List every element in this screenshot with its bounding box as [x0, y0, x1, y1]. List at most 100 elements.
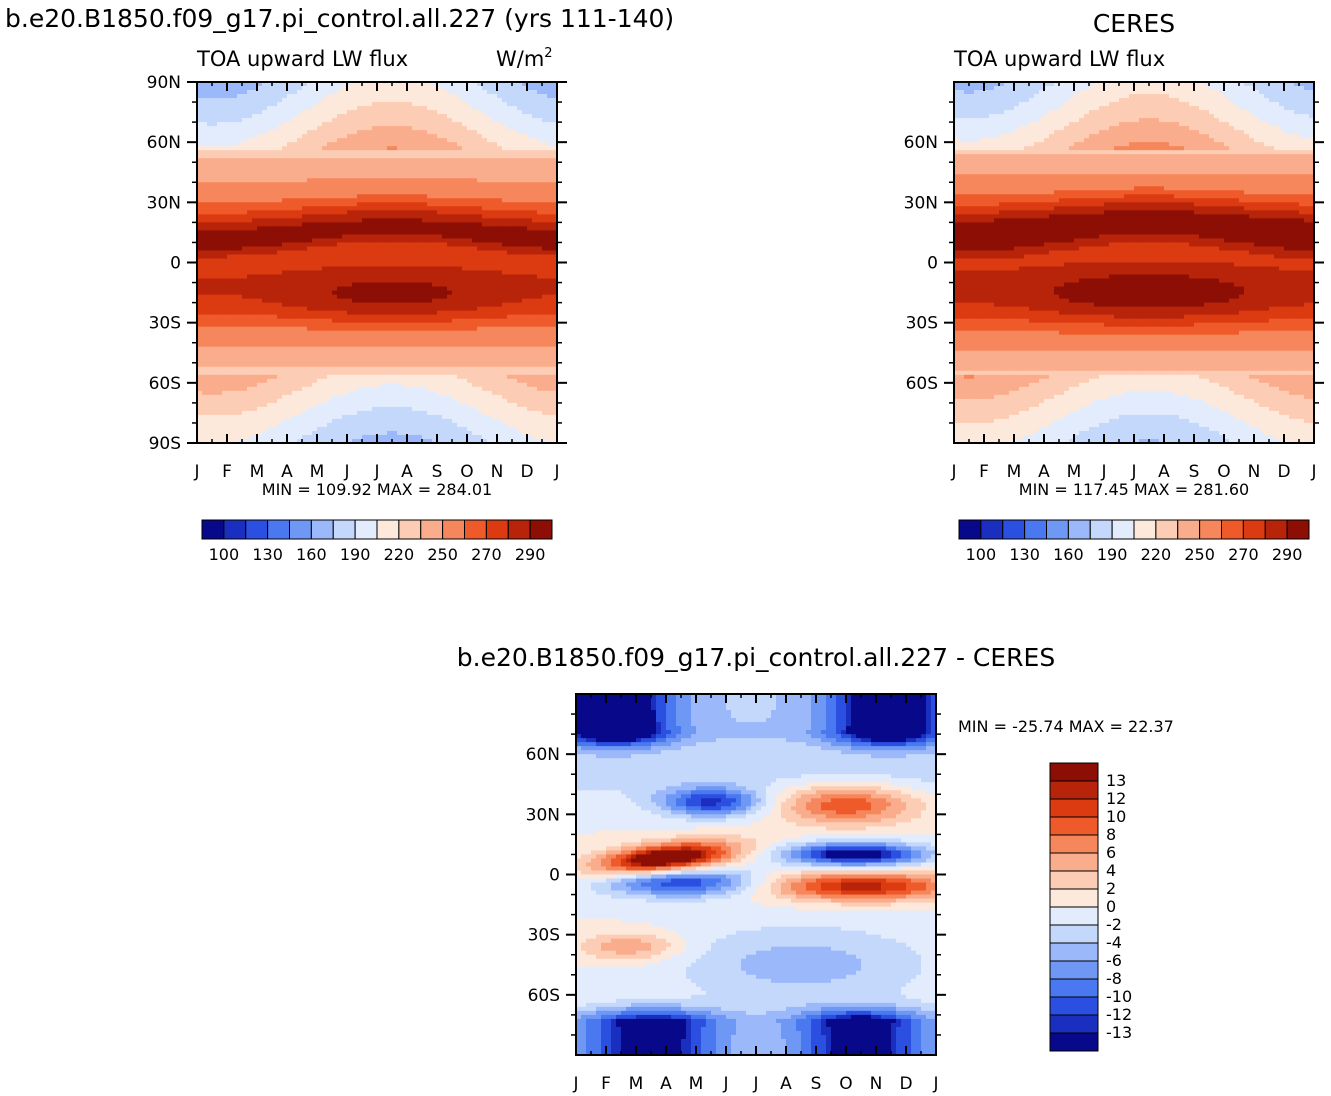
heatmap-cell [232, 142, 238, 147]
heatmap-cell [322, 230, 328, 236]
heatmap-cell [267, 106, 273, 111]
heatmap-cell [322, 158, 328, 163]
heatmap-cell [422, 234, 428, 240]
heatmap-cell [422, 346, 428, 352]
heatmap-cell [412, 350, 418, 356]
heatmap-cell [432, 342, 438, 348]
heatmap-cell [412, 254, 418, 260]
heatmap-cell [352, 206, 358, 211]
heatmap-cell [472, 110, 478, 115]
heatmap-cell [217, 286, 223, 292]
heatmap-cell [342, 330, 348, 336]
heatmap-cell [337, 282, 343, 288]
heatmap-cell [377, 86, 383, 91]
heatmap-cell [387, 210, 393, 215]
heatmap-cell [277, 294, 283, 300]
heatmap-cell [292, 118, 298, 123]
heatmap-cell [332, 178, 338, 183]
heatmap-cell [442, 126, 448, 131]
heatmap-cell [342, 182, 348, 187]
heatmap-cell [267, 350, 273, 356]
heatmap-cell [512, 282, 518, 288]
heatmap-cell [277, 138, 283, 143]
heatmap-cell [512, 350, 518, 356]
heatmap-cell [322, 134, 328, 139]
heatmap-cell [527, 274, 533, 280]
heatmap-cell [447, 290, 453, 296]
heatmap-cell [442, 266, 448, 272]
heatmap-cell [482, 94, 488, 99]
heatmap-cell [232, 186, 238, 191]
heatmap-cell [462, 170, 468, 175]
heatmap-cell [252, 326, 258, 332]
heatmap-cell [447, 346, 453, 352]
heatmap-cell [447, 238, 453, 244]
heatmap-cell [352, 150, 358, 155]
heatmap-cell [347, 302, 353, 308]
heatmap-cell [512, 330, 518, 336]
heatmap-cell [297, 82, 303, 87]
heatmap-cell [542, 242, 548, 248]
heatmap-cell [292, 326, 298, 332]
heatmap-cell [382, 226, 388, 232]
heatmap-cell [502, 122, 508, 127]
heatmap-cell [332, 298, 338, 304]
heatmap-cell [522, 134, 528, 139]
heatmap-cell [262, 138, 268, 143]
heatmap-cell [262, 242, 268, 248]
heatmap-cell [197, 234, 203, 240]
heatmap-cell [222, 302, 228, 308]
heatmap-cell [447, 110, 453, 115]
heatmap-cell [502, 322, 508, 328]
heatmap-cell [417, 206, 423, 211]
heatmap-cell [407, 270, 413, 276]
heatmap-cell [297, 274, 303, 280]
heatmap-cell [412, 118, 418, 123]
heatmap-cell [287, 282, 293, 288]
heatmap-cell [397, 158, 403, 163]
heatmap-cell [547, 178, 553, 183]
heatmap-cell [262, 238, 268, 244]
heatmap-cell [282, 226, 288, 232]
heatmap-cell [282, 146, 288, 151]
heatmap-cell [272, 334, 278, 340]
heatmap-cell [212, 318, 218, 324]
heatmap-cell [417, 106, 423, 111]
heatmap-cell [452, 278, 458, 284]
heatmap-cell [492, 154, 498, 159]
heatmap-cell [292, 138, 298, 143]
heatmap-cell [517, 82, 523, 87]
heatmap-cell [512, 114, 518, 119]
heatmap-cell [347, 122, 353, 127]
heatmap-cell [297, 342, 303, 348]
heatmap-cell [222, 358, 228, 364]
heatmap-cell [422, 302, 428, 308]
heatmap-cell [487, 154, 493, 159]
heatmap-cell [507, 102, 513, 107]
heatmap-cell [382, 218, 388, 223]
heatmap-cell [332, 234, 338, 240]
heatmap-cell [497, 190, 503, 195]
heatmap-cell [342, 154, 348, 159]
heatmap-cell [267, 286, 273, 292]
heatmap-cell [367, 242, 373, 248]
heatmap-cell [362, 330, 368, 336]
heatmap-cell [367, 286, 373, 292]
heatmap-cell [392, 94, 398, 99]
heatmap-cell [377, 350, 383, 356]
heatmap-cell [432, 198, 438, 203]
heatmap-cell [302, 150, 308, 155]
heatmap-cell [552, 114, 557, 119]
heatmap-cell [377, 278, 383, 284]
heatmap-cell [537, 274, 543, 280]
heatmap-cell [402, 182, 408, 187]
heatmap-cell [237, 194, 243, 199]
heatmap-cell [267, 302, 273, 308]
heatmap-cell [552, 222, 557, 227]
heatmap-cell [517, 218, 523, 223]
heatmap-cell [492, 134, 498, 139]
heatmap-cell [482, 186, 488, 191]
heatmap-cell [362, 178, 368, 183]
heatmap-cell [497, 238, 503, 244]
heatmap-cell [517, 94, 523, 99]
